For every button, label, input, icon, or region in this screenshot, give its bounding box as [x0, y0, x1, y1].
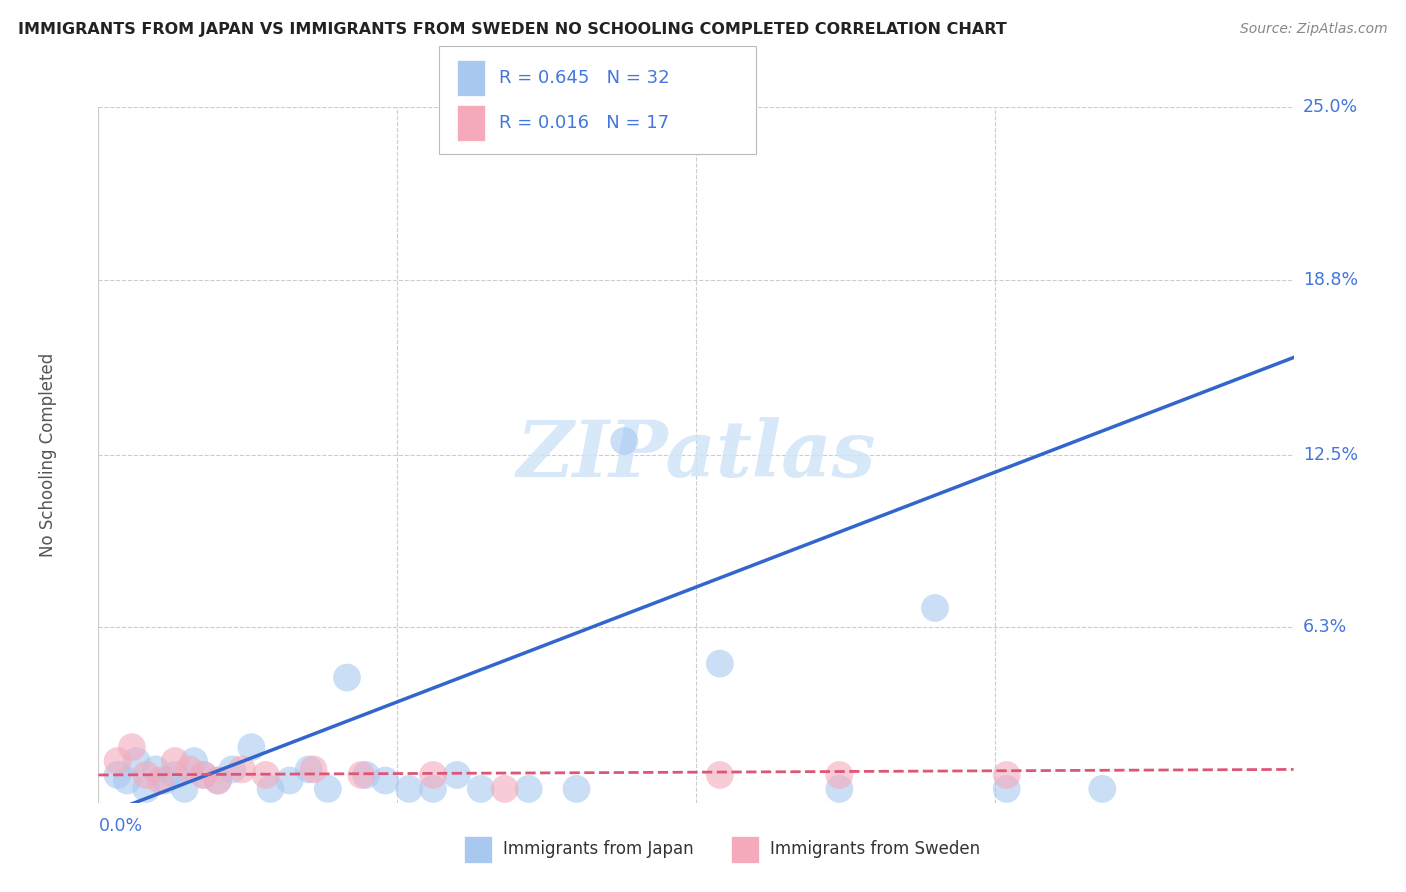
Point — [179, 763, 201, 777]
Text: Source: ZipAtlas.com: Source: ZipAtlas.com — [1240, 22, 1388, 37]
Point — [446, 768, 468, 782]
Point — [336, 671, 359, 685]
Point — [254, 768, 277, 782]
Point — [565, 781, 588, 796]
Point — [163, 768, 186, 782]
Point — [121, 740, 143, 755]
Point — [828, 768, 851, 782]
Point — [924, 601, 946, 615]
Point — [163, 754, 186, 768]
Text: IMMIGRANTS FROM JAPAN VS IMMIGRANTS FROM SWEDEN NO SCHOOLING COMPLETED CORRELATI: IMMIGRANTS FROM JAPAN VS IMMIGRANTS FROM… — [18, 22, 1007, 37]
Text: R = 0.016   N = 17: R = 0.016 N = 17 — [499, 114, 669, 132]
Point — [709, 657, 731, 671]
Point — [298, 763, 321, 777]
Point — [494, 781, 516, 796]
Point — [398, 781, 420, 796]
Text: 18.8%: 18.8% — [1303, 270, 1358, 289]
Point — [173, 781, 195, 796]
Point — [240, 740, 263, 755]
Point — [115, 773, 138, 788]
Point — [135, 781, 157, 796]
Point — [207, 773, 229, 788]
Point — [207, 773, 229, 788]
Point — [259, 781, 281, 796]
Point — [107, 754, 129, 768]
Point — [995, 781, 1018, 796]
Point — [125, 754, 148, 768]
Text: ZIPatlas: ZIPatlas — [516, 417, 876, 493]
Text: 6.3%: 6.3% — [1303, 618, 1347, 637]
Point — [145, 763, 167, 777]
Point — [709, 768, 731, 782]
Point — [350, 768, 373, 782]
Point — [422, 781, 444, 796]
Point — [422, 768, 444, 782]
Point — [278, 773, 301, 788]
Text: 0.0%: 0.0% — [98, 817, 142, 835]
Point — [613, 434, 636, 448]
Text: Immigrants from Japan: Immigrants from Japan — [503, 840, 695, 858]
Point — [149, 773, 172, 788]
Point — [302, 763, 325, 777]
Point — [517, 781, 540, 796]
Point — [995, 768, 1018, 782]
Point — [193, 768, 215, 782]
Point — [221, 763, 243, 777]
Point — [155, 773, 177, 788]
Point — [316, 781, 339, 796]
Point — [374, 773, 396, 788]
Text: 12.5%: 12.5% — [1303, 446, 1358, 464]
Point — [828, 781, 851, 796]
Point — [470, 781, 492, 796]
Point — [183, 754, 205, 768]
Point — [354, 768, 377, 782]
Point — [135, 768, 157, 782]
Text: R = 0.645   N = 32: R = 0.645 N = 32 — [499, 69, 669, 87]
Text: 25.0%: 25.0% — [1303, 98, 1358, 116]
Point — [231, 763, 253, 777]
Text: No Schooling Completed: No Schooling Completed — [39, 353, 58, 557]
Point — [193, 768, 215, 782]
Text: Immigrants from Sweden: Immigrants from Sweden — [770, 840, 980, 858]
Point — [1091, 781, 1114, 796]
Point — [107, 768, 129, 782]
